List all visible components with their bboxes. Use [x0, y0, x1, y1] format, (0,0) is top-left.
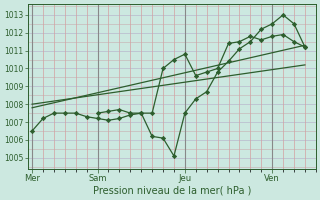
- X-axis label: Pression niveau de la mer( hPa ): Pression niveau de la mer( hPa ): [92, 186, 251, 196]
